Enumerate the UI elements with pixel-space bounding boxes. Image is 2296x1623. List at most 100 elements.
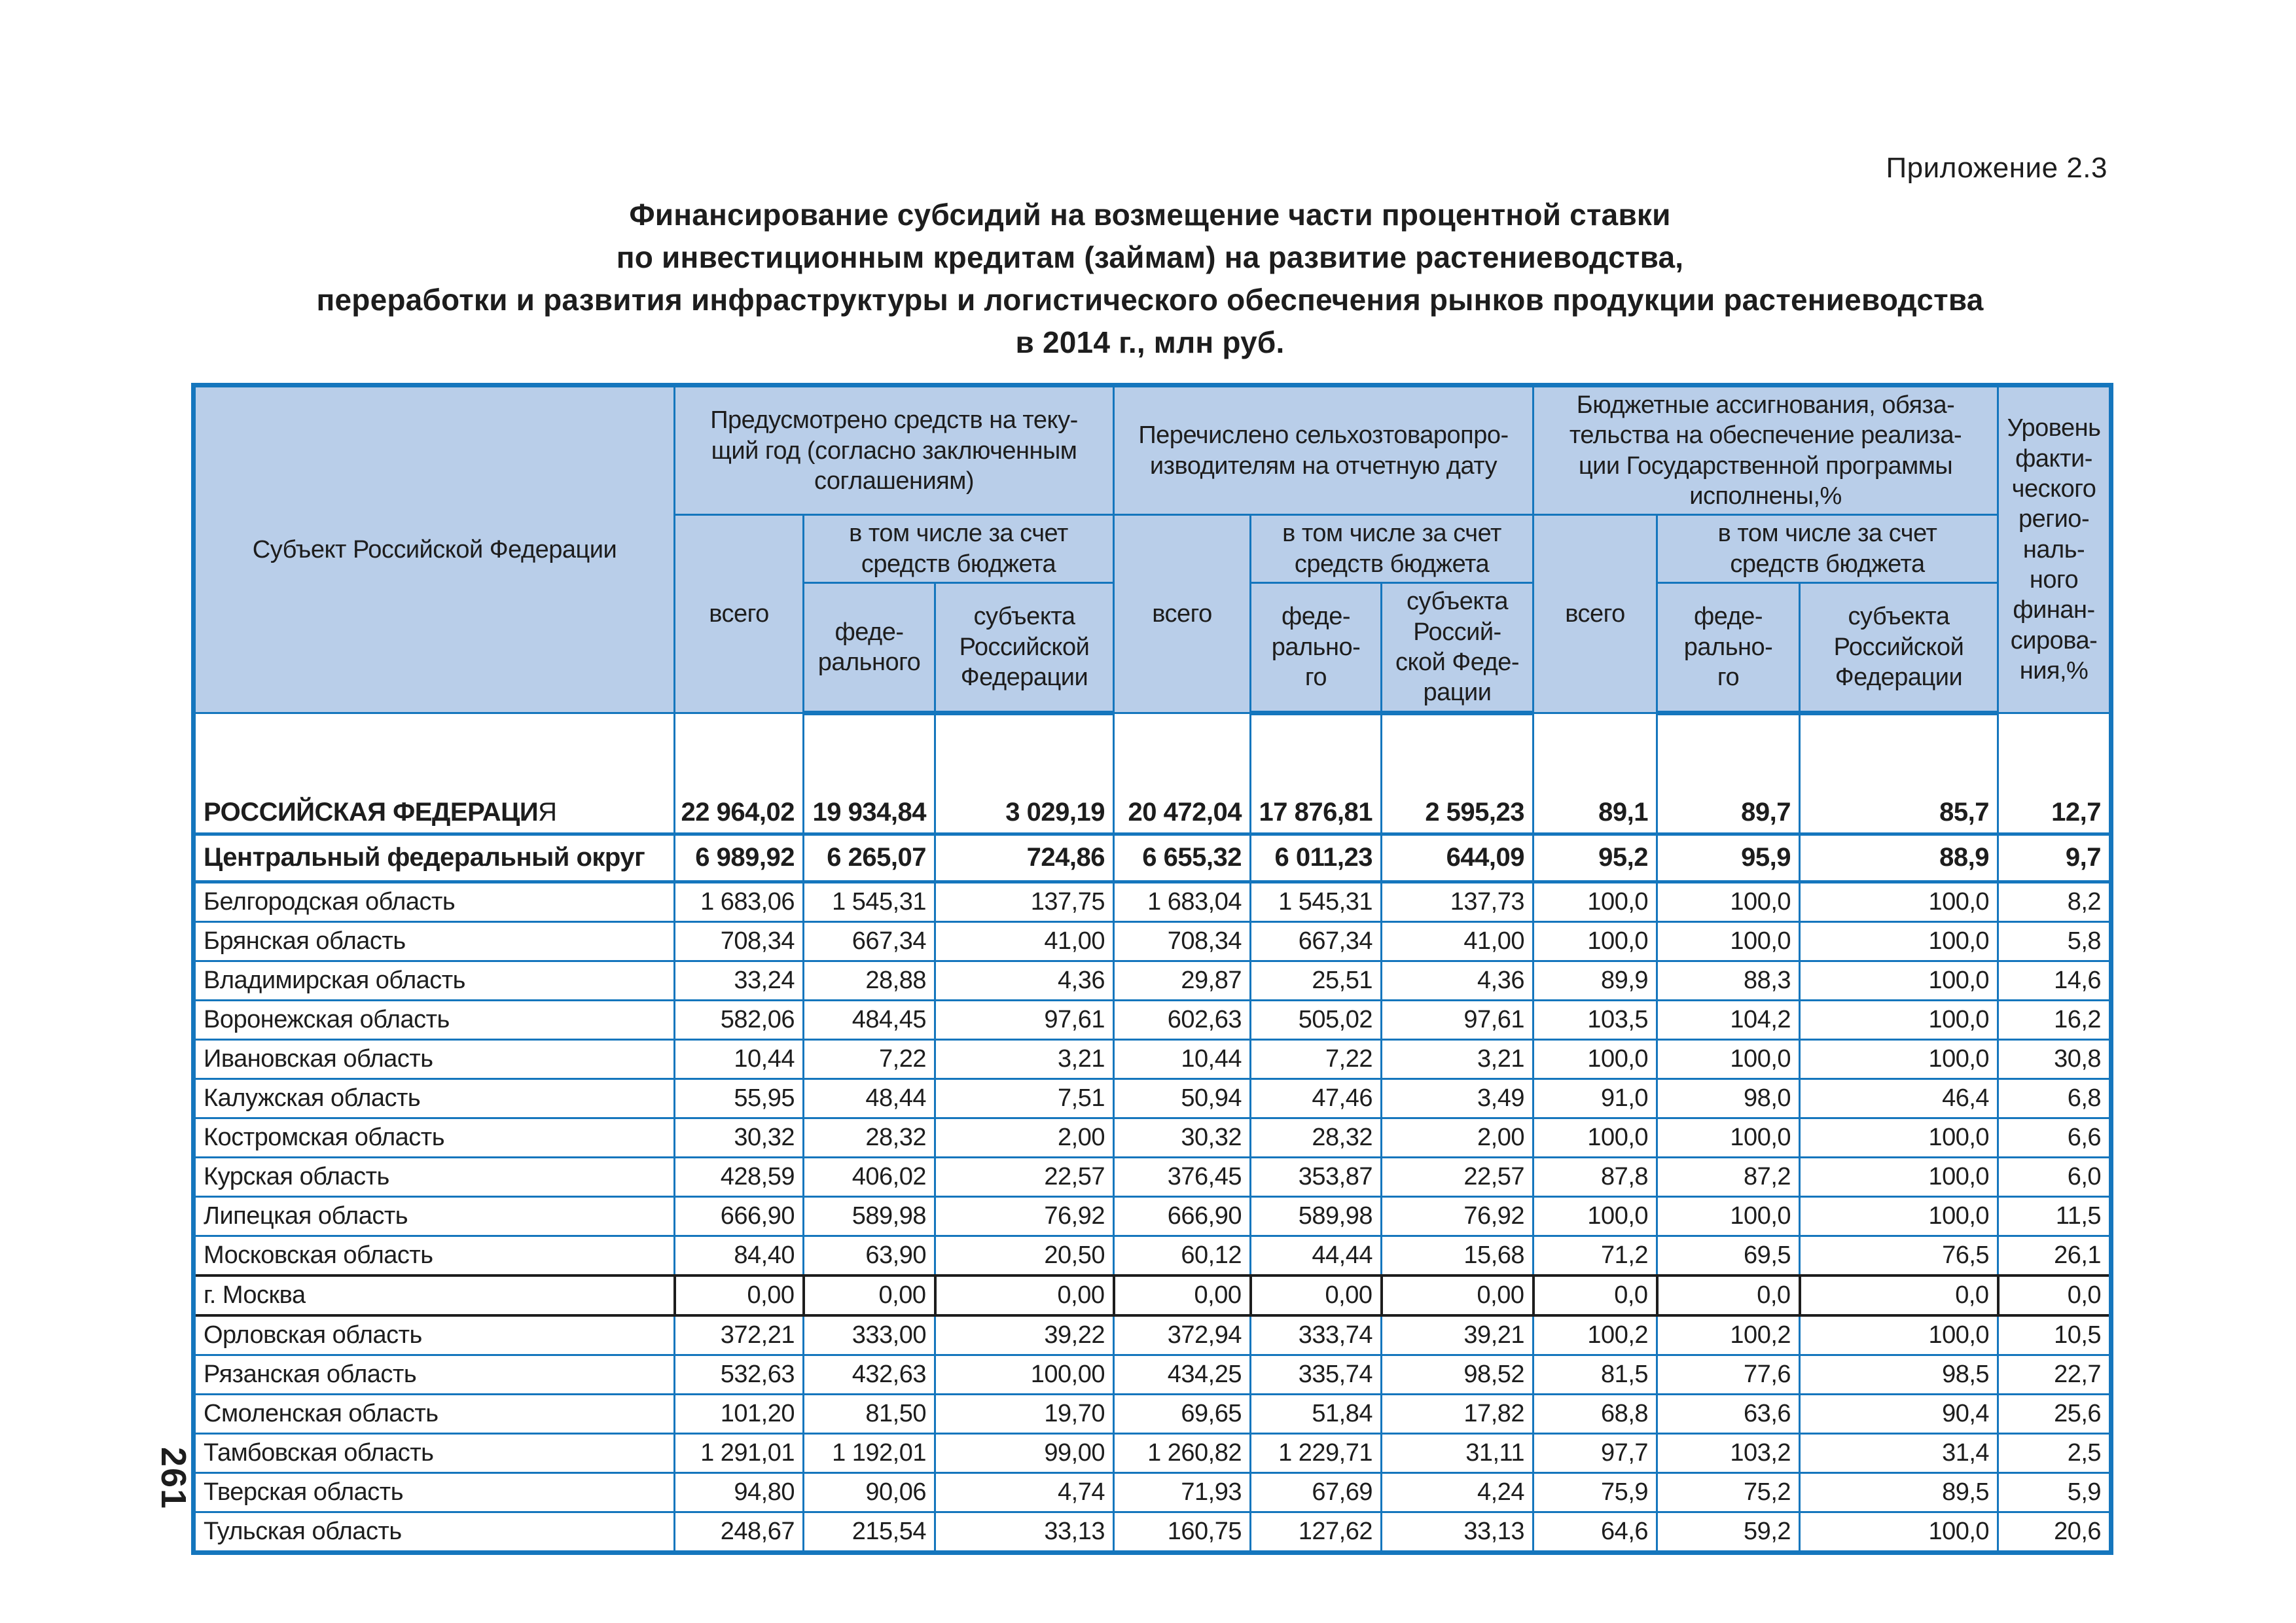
value-cell: 4,24 (1380, 1471, 1535, 1513)
region-name-cell: Центральный федеральный округ (192, 832, 675, 883)
value-cell: 15,68 (1380, 1234, 1535, 1277)
value-cell: 137,75 (934, 880, 1115, 923)
header-total-2: всего (1113, 514, 1251, 714)
value-cell: 589,98 (1249, 1195, 1382, 1237)
value-cell: 100,0 (1799, 999, 2000, 1041)
table-row: Калужская область 55,95 48,44 7,51 50,94 47,4… (192, 1077, 2113, 1119)
value-cell: 25,51 (1249, 959, 1382, 1001)
value-cell: 127,62 (1249, 1510, 1382, 1554)
value-cell: 3,21 (934, 1038, 1115, 1080)
value-cell: 6 265,07 (802, 832, 936, 883)
value-cell: 12,7 (1997, 711, 2113, 836)
value-cell: 4,36 (934, 959, 1115, 1001)
value-cell: 100,0 (1799, 1156, 2000, 1198)
region-name-cell: Рязанская область (192, 1353, 675, 1395)
value-cell: 6,6 (1997, 1116, 2113, 1158)
value-cell: 50,94 (1113, 1077, 1251, 1119)
table-row: Центральный федеральный округ 6 989,92 6 2… (192, 832, 2113, 883)
header-subject-budget-2: субъекта Россий- ской Феде- рации (1380, 582, 1535, 715)
document-title-line: переработки и развития инфраструктуры и … (316, 283, 1984, 317)
value-cell: 708,34 (1113, 920, 1251, 962)
financing-table: Субъект Российской Федерации Предусмотре… (191, 383, 2114, 1555)
value-cell: 39,21 (1380, 1314, 1535, 1356)
value-cell: 19,70 (934, 1393, 1115, 1435)
header-level: Уровень факти- ческого регио- наль- ного… (1997, 384, 2113, 714)
value-cell: 98,0 (1656, 1077, 1801, 1119)
header-federal-1: феде- рального (802, 582, 936, 715)
region-name-cell: Владимирская область (192, 959, 675, 1001)
value-cell: 0,00 (1112, 1274, 1252, 1317)
value-cell: 100,0 (1532, 1116, 1659, 1158)
document-title: Финансирование субсидий на возмещение ча… (191, 194, 2109, 364)
value-cell: 5,8 (1997, 920, 2113, 962)
header-row-budget-sources: феде- рального субъекта Российской Федер… (194, 582, 2111, 715)
value-cell: 376,45 (1113, 1156, 1251, 1198)
value-cell: 6,0 (1997, 1156, 2113, 1198)
value-cell: 2,00 (934, 1116, 1115, 1158)
value-cell: 100,0 (1799, 880, 2000, 923)
table-row: Рязанская область 532,63 432,63 100,00 434,2… (192, 1353, 2113, 1395)
value-cell: 6 011,23 (1249, 832, 1382, 883)
value-cell: 11,5 (1997, 1195, 2113, 1237)
value-cell: 333,74 (1249, 1314, 1382, 1356)
value-cell: 7,51 (934, 1077, 1115, 1119)
region-name-cell: Воронежская область (192, 999, 675, 1041)
value-cell: 94,80 (673, 1471, 804, 1513)
region-name-cell: Липецкая область (192, 1195, 675, 1237)
value-cell: 6 989,92 (673, 832, 804, 883)
region-name-cell: Тамбовская область (192, 1432, 675, 1474)
value-cell: 63,6 (1656, 1393, 1801, 1435)
region-name-cell: Московская область (192, 1234, 675, 1277)
region-name-cell: Ивановская область (192, 1038, 675, 1080)
value-cell: 505,02 (1249, 999, 1382, 1041)
value-cell: 602,63 (1113, 999, 1251, 1041)
value-cell: 103,5 (1532, 999, 1659, 1041)
value-cell: 33,13 (1380, 1510, 1535, 1554)
table-row: Ивановская область 10,44 7,22 3,21 10,44 7,22… (192, 1038, 2113, 1080)
value-cell: 17 876,81 (1249, 711, 1382, 836)
table-row: Липецкая область 666,90 589,98 76,92 666,90 5… (192, 1195, 2113, 1237)
value-cell: 9,7 (1997, 832, 2113, 883)
document-title-line: по инвестиционным кредитам (займам) на р… (616, 240, 1684, 274)
value-cell: 28,32 (802, 1116, 936, 1158)
value-cell: 90,06 (802, 1471, 936, 1513)
header-group-budget: Бюджетные ассигнования, обяза- тельства … (1532, 383, 2000, 516)
region-name-cell: Калужская область (192, 1077, 675, 1119)
value-cell: 26,1 (1997, 1234, 2113, 1277)
value-cell: 1 291,01 (673, 1432, 804, 1474)
value-cell: 41,00 (1380, 920, 1535, 962)
table-row: Воронежская область 582,06 484,45 97,61 602,… (192, 999, 2113, 1041)
header-row-subgroups: всего в том числе за счет средств бюджет… (194, 514, 2111, 714)
value-cell: 100,0 (1656, 920, 1801, 962)
table-row: Курская область 428,59 406,02 22,57 376,45 35… (192, 1156, 2113, 1198)
table-row: Владимирская область 33,24 28,88 4,36 29,87 2… (192, 959, 2113, 1001)
value-cell: 22,7 (1997, 1353, 2113, 1395)
value-cell: 100,0 (1799, 959, 2000, 1001)
value-cell: 100,00 (934, 1353, 1115, 1395)
value-cell: 666,90 (673, 1195, 804, 1237)
table-row: Белгородская область 1 683,06 1 545,31 137,… (192, 880, 2113, 923)
value-cell: 75,2 (1656, 1471, 1801, 1513)
value-cell: 103,2 (1656, 1432, 1801, 1474)
value-cell: 10,44 (673, 1038, 804, 1080)
value-cell: 28,88 (802, 959, 936, 1001)
header-subject-budget-3: субъекта Российской Федерации (1799, 582, 2000, 715)
value-cell: 90,4 (1799, 1393, 2000, 1435)
table-row: Брянская область 708,34 667,34 41,00 708,34 6… (192, 920, 2113, 962)
value-cell: 3,49 (1380, 1077, 1535, 1119)
table-row: Костромская область 30,32 28,32 2,00 30,32 28… (192, 1116, 2113, 1158)
value-cell: 160,75 (1113, 1510, 1251, 1554)
document-title-line: Финансирование субсидий на возмещение ча… (629, 198, 1671, 232)
value-cell: 6 655,32 (1113, 832, 1251, 883)
value-cell: 104,2 (1656, 999, 1801, 1041)
value-cell: 2,5 (1997, 1432, 2113, 1474)
region-name-cell: Курская область (192, 1156, 675, 1198)
value-cell: 137,73 (1380, 880, 1535, 923)
value-cell: 8,2 (1997, 880, 2113, 923)
value-cell: 97,61 (1380, 999, 1535, 1041)
value-cell: 22 964,02 (673, 711, 804, 836)
header-subject: Субъект Российской Федерации (192, 384, 675, 714)
value-cell: 100,0 (1532, 1038, 1659, 1080)
value-cell: 25,6 (1997, 1393, 2113, 1435)
value-cell: 51,84 (1249, 1393, 1382, 1435)
